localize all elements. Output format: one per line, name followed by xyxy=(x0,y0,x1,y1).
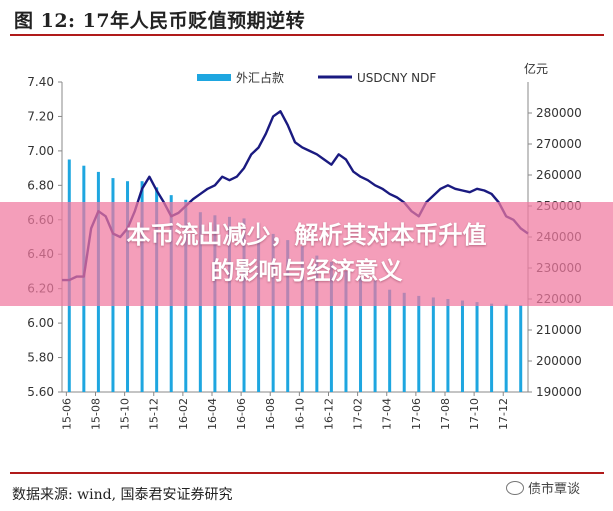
legend-label-line: USDCNY NDF xyxy=(357,71,436,85)
bar-fx-holdings xyxy=(315,255,319,392)
right-tick-label: 210000 xyxy=(536,323,582,337)
bar-fx-holdings xyxy=(446,299,450,392)
bar-fx-holdings xyxy=(359,277,363,392)
right-tick-label: 190000 xyxy=(536,385,582,399)
x-tick-label: 17-06 xyxy=(410,398,423,430)
x-tick-label: 17-04 xyxy=(381,398,394,430)
bar-fx-holdings xyxy=(388,289,392,392)
legend-swatch-bar xyxy=(197,74,231,81)
x-tick-label: 15-10 xyxy=(119,398,132,430)
wechat-icon xyxy=(506,481,524,495)
title-rule-bottom xyxy=(10,472,604,474)
left-tick-label: 7.40 xyxy=(27,75,54,89)
overlay-banner: 本币流出减少，解析其对本币升值 的影响与经济意义 xyxy=(0,202,613,306)
x-tick-label: 17-02 xyxy=(352,398,365,430)
x-tick-label: 17-08 xyxy=(439,398,452,430)
x-tick-label: 16-02 xyxy=(177,398,190,430)
left-tick-label: 7.20 xyxy=(27,109,54,123)
bar-fx-holdings xyxy=(519,305,523,392)
bar-fx-holdings xyxy=(257,223,261,392)
bar-fx-holdings xyxy=(490,303,494,392)
bar-fx-holdings xyxy=(300,246,304,392)
x-tick-label: 17-12 xyxy=(497,398,510,430)
x-tick-label: 15-12 xyxy=(148,398,161,430)
x-tick-label: 16-06 xyxy=(235,398,248,430)
source-note: 数据来源: wind, 国泰君安证券研究 xyxy=(12,487,233,503)
watermark: 债市覃谈 xyxy=(506,478,580,497)
x-tick-label: 16-04 xyxy=(206,398,219,430)
line-usdcny-ndf xyxy=(62,110,529,282)
x-tick-label: 15-06 xyxy=(60,398,73,430)
left-tick-label: 7.00 xyxy=(27,144,54,158)
banner-line-1: 本币流出减少，解析其对本币升值 xyxy=(126,221,487,249)
bar-fx-holdings xyxy=(286,240,290,392)
bar-fx-holdings xyxy=(271,233,275,392)
bar-fx-holdings xyxy=(460,300,464,392)
x-tick-label: 16-10 xyxy=(293,398,306,430)
right-axis-unit: 亿元 xyxy=(524,61,548,76)
bar-fx-holdings xyxy=(344,271,348,392)
bar-fx-holdings xyxy=(504,304,508,392)
x-tick-label: 17-10 xyxy=(468,398,481,430)
bar-fx-holdings xyxy=(402,292,406,392)
watermark-text: 债市覃谈 xyxy=(528,482,581,497)
bar-fx-holdings xyxy=(329,261,333,392)
bar-fx-holdings xyxy=(431,297,435,392)
figure-title: 图 12: 17年人民币贬值预期逆转 xyxy=(14,10,306,32)
banner-line-2: 的影响与经济意义 xyxy=(210,257,403,285)
right-tick-label: 260000 xyxy=(536,168,582,182)
left-tick-label: 5.60 xyxy=(27,385,54,399)
x-tick-label: 15-08 xyxy=(89,398,102,430)
left-tick-label: 6.00 xyxy=(27,316,54,330)
right-tick-label: 270000 xyxy=(536,137,582,151)
legend-label-bar: 外汇占款 xyxy=(236,70,284,85)
left-tick-label: 5.80 xyxy=(27,351,54,365)
bar-fx-holdings xyxy=(417,295,421,392)
x-tick-label: 16-08 xyxy=(264,398,277,430)
x-tick-label: 16-12 xyxy=(322,398,335,430)
bar-fx-holdings xyxy=(373,280,377,392)
left-tick-label: 6.80 xyxy=(27,178,54,192)
bar-fx-holdings xyxy=(475,302,479,392)
right-tick-label: 280000 xyxy=(536,106,582,120)
title-rule-top xyxy=(10,34,604,36)
right-tick-label: 200000 xyxy=(536,354,582,368)
